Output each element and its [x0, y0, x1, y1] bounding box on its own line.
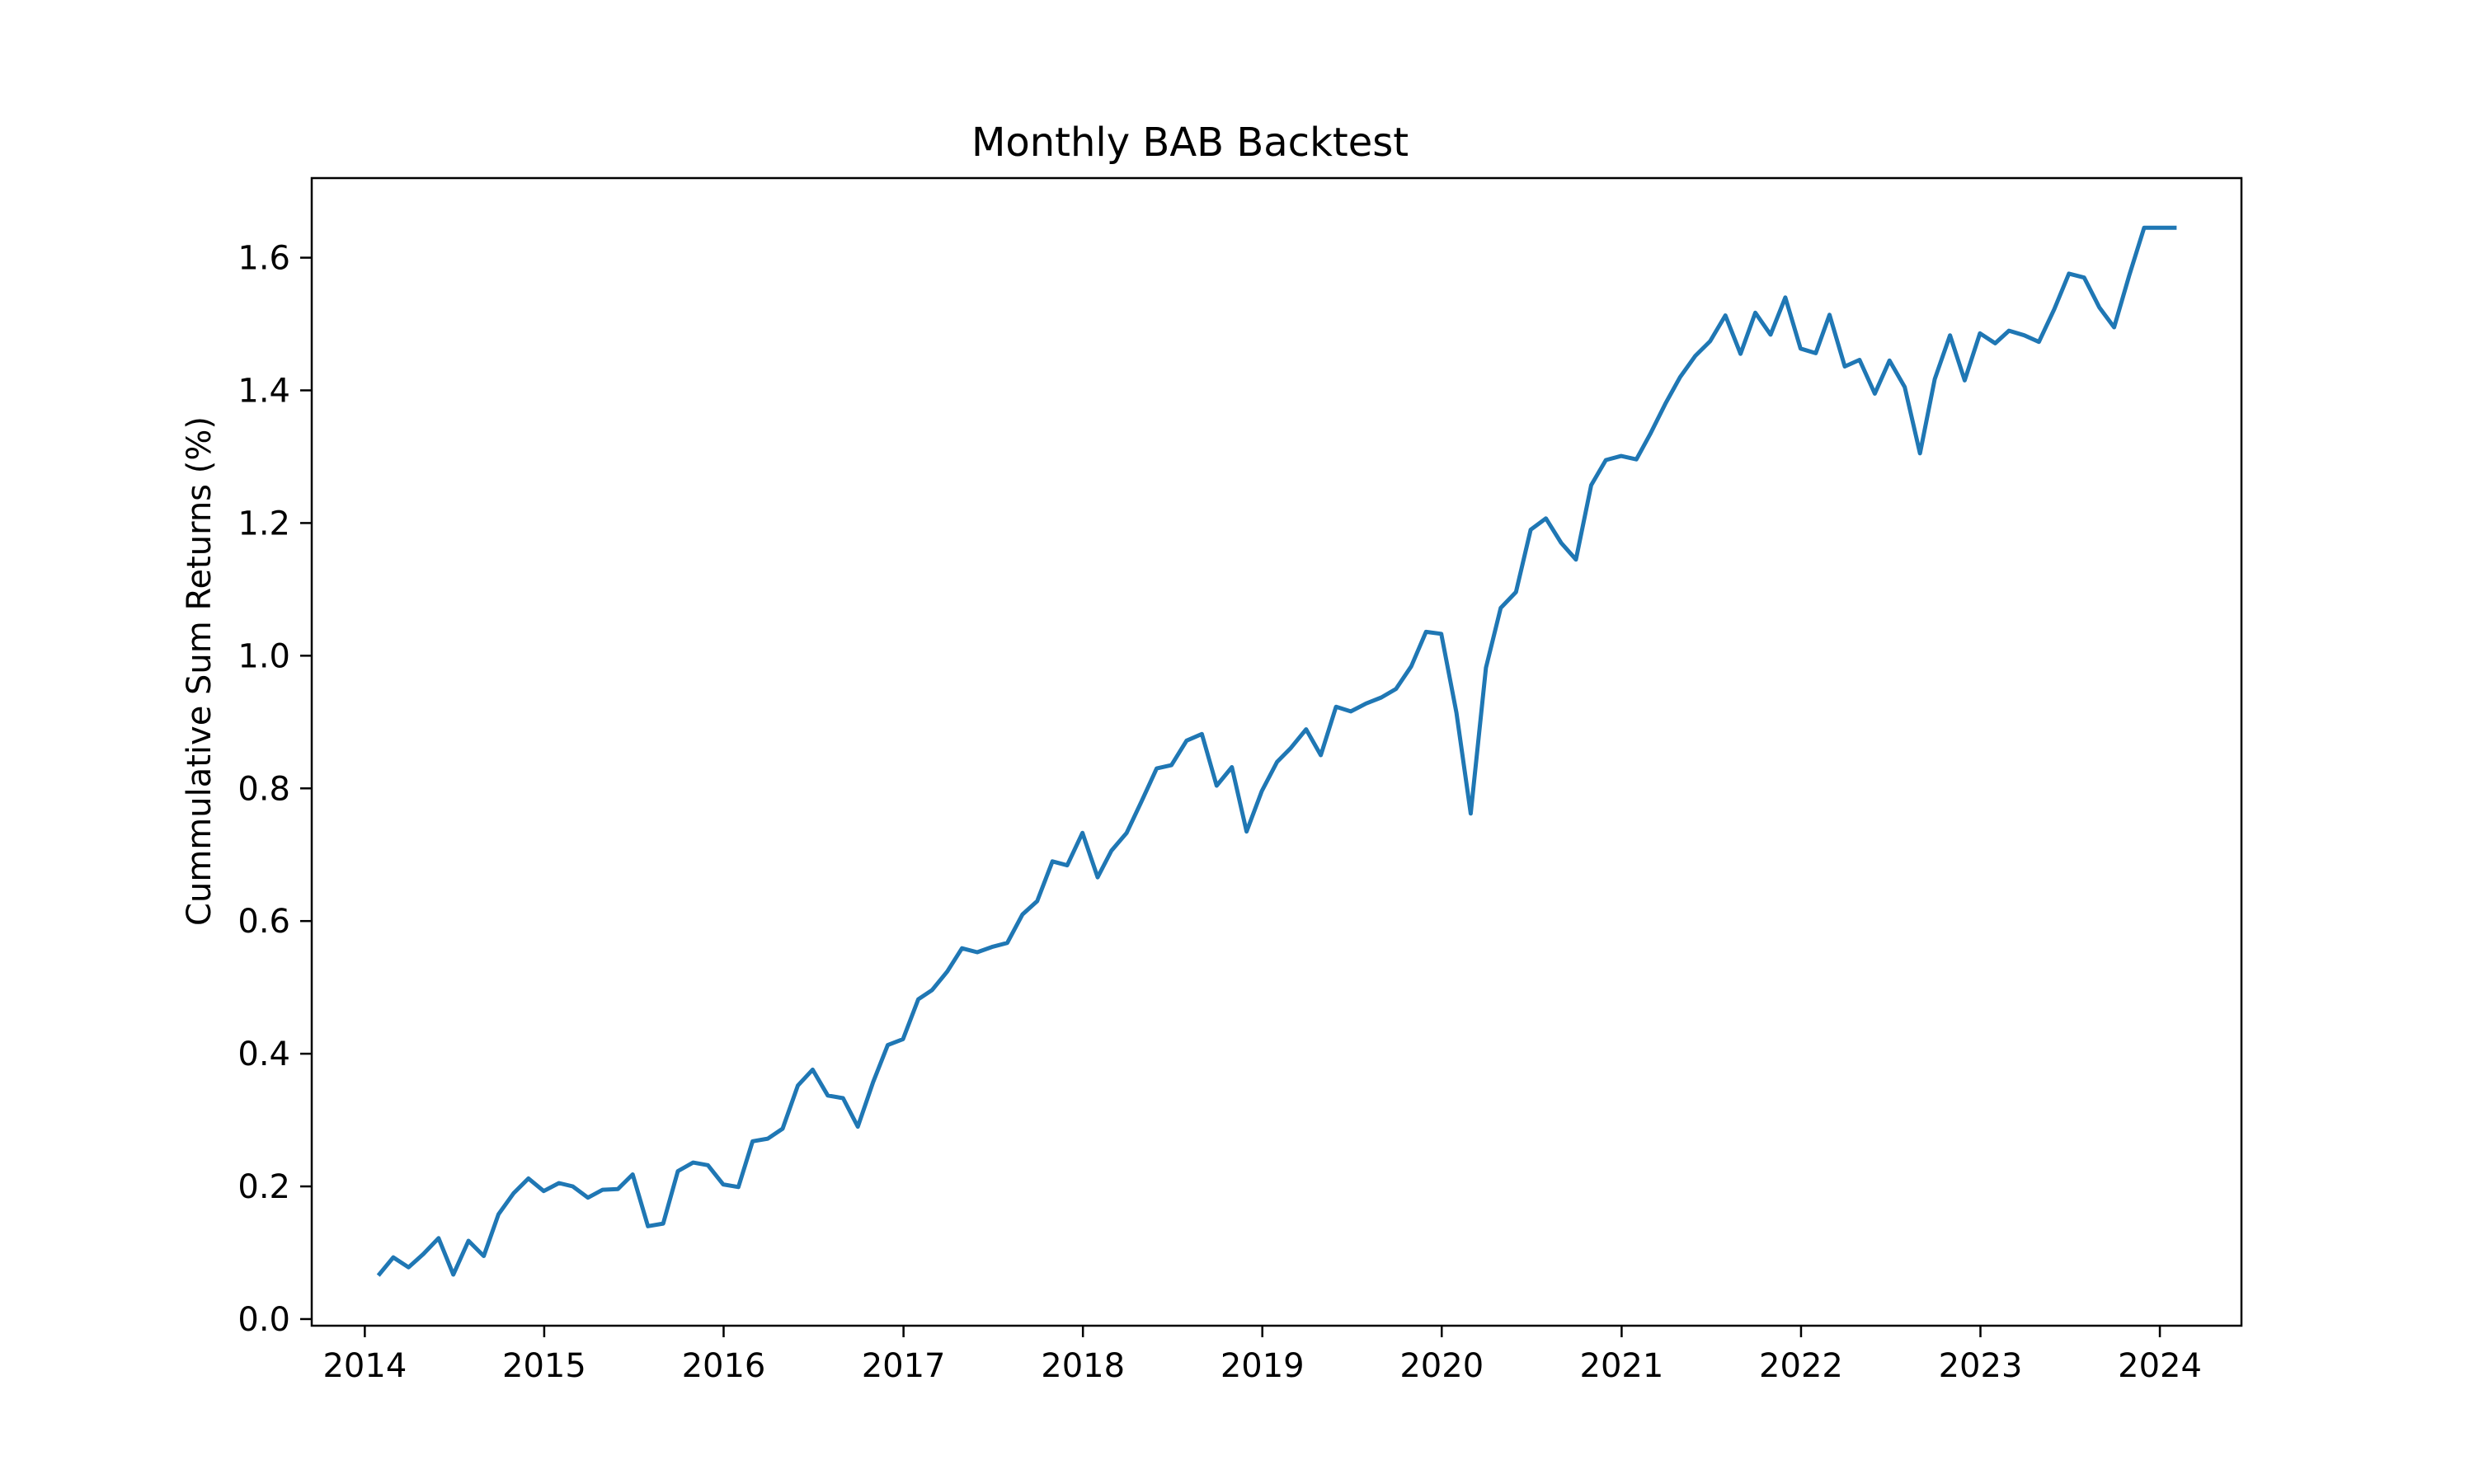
chart-title: Monthly BAB Backtest	[971, 120, 1409, 166]
y-tick-label-0.8: 0.8	[238, 770, 290, 808]
x-tick-label-2015: 2015	[502, 1347, 586, 1385]
y-axis-label: Cummulative Sum Returns (%)	[181, 416, 219, 926]
y-tick-label-1.0: 1.0	[238, 637, 290, 675]
x-tick-label-2014: 2014	[322, 1347, 407, 1385]
x-tick-label-2023: 2023	[1939, 1347, 2023, 1385]
y-tick-label-1.6: 1.6	[238, 240, 290, 278]
y-tick-label-1.2: 1.2	[238, 505, 290, 542]
x-tick-label-2024: 2024	[2118, 1347, 2202, 1385]
plot-area: 2014 2015 2016 2017 2018 2019 2020 2021 2022 2023…	[238, 176, 2243, 1385]
y-tick-label-1.4: 1.4	[238, 372, 290, 410]
y-tick-label-0.4: 0.4	[238, 1036, 290, 1073]
x-tick-label-2021: 2021	[1580, 1347, 1664, 1385]
x-tick-label-2022: 2022	[1759, 1347, 1843, 1385]
x-tick-label-2020: 2020	[1399, 1347, 1484, 1385]
x-tick-label-2018: 2018	[1041, 1347, 1125, 1385]
y-tick-label-0.6: 0.6	[238, 903, 290, 941]
y-tick-label-0.2: 0.2	[238, 1168, 290, 1206]
x-tick-label-2017: 2017	[862, 1347, 946, 1385]
x-tick-label-2016: 2016	[682, 1347, 766, 1385]
y-tick-label-0.0: 0.0	[238, 1301, 290, 1339]
data-line-series-0	[376, 225, 2177, 1277]
axes-frame	[310, 176, 2243, 1327]
x-tick-label-2019: 2019	[1221, 1347, 1305, 1385]
